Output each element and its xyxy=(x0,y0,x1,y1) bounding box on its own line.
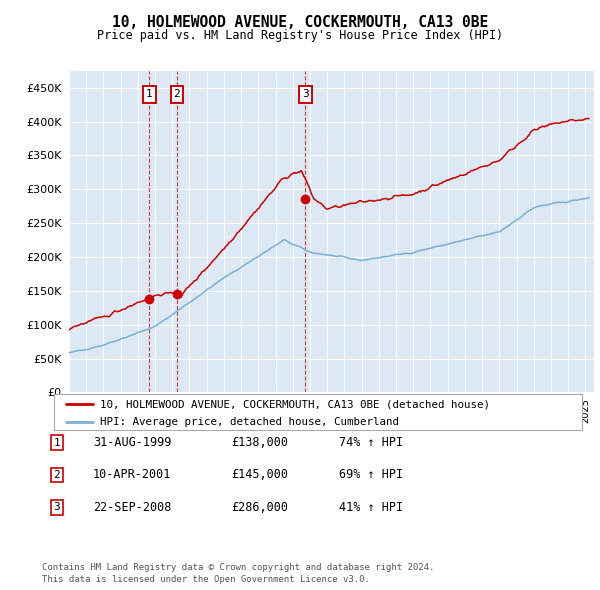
Text: 3: 3 xyxy=(302,90,308,100)
Text: 41% ↑ HPI: 41% ↑ HPI xyxy=(339,501,403,514)
Text: £286,000: £286,000 xyxy=(231,501,288,514)
Text: 1: 1 xyxy=(53,438,61,447)
Text: £138,000: £138,000 xyxy=(231,436,288,449)
Text: This data is licensed under the Open Government Licence v3.0.: This data is licensed under the Open Gov… xyxy=(42,575,370,584)
Text: 74% ↑ HPI: 74% ↑ HPI xyxy=(339,436,403,449)
Text: 1: 1 xyxy=(146,90,153,100)
Text: 3: 3 xyxy=(53,503,61,512)
Text: 2: 2 xyxy=(53,470,61,480)
Text: Contains HM Land Registry data © Crown copyright and database right 2024.: Contains HM Land Registry data © Crown c… xyxy=(42,563,434,572)
Text: HPI: Average price, detached house, Cumberland: HPI: Average price, detached house, Cumb… xyxy=(100,417,400,427)
Text: 10, HOLMEWOOD AVENUE, COCKERMOUTH, CA13 0BE: 10, HOLMEWOOD AVENUE, COCKERMOUTH, CA13 … xyxy=(112,15,488,30)
Text: £145,000: £145,000 xyxy=(231,468,288,481)
Text: 69% ↑ HPI: 69% ↑ HPI xyxy=(339,468,403,481)
Text: 10-APR-2001: 10-APR-2001 xyxy=(93,468,172,481)
Text: 22-SEP-2008: 22-SEP-2008 xyxy=(93,501,172,514)
Text: Price paid vs. HM Land Registry's House Price Index (HPI): Price paid vs. HM Land Registry's House … xyxy=(97,30,503,42)
Text: 2: 2 xyxy=(173,90,181,100)
Text: 31-AUG-1999: 31-AUG-1999 xyxy=(93,436,172,449)
Text: 10, HOLMEWOOD AVENUE, COCKERMOUTH, CA13 0BE (detached house): 10, HOLMEWOOD AVENUE, COCKERMOUTH, CA13 … xyxy=(100,399,490,409)
